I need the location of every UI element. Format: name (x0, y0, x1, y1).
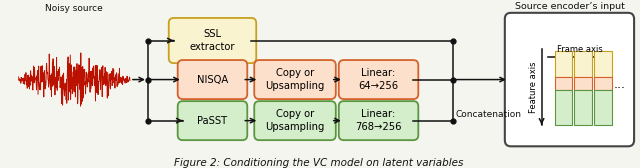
FancyBboxPatch shape (505, 13, 634, 146)
FancyBboxPatch shape (595, 51, 612, 77)
Text: NISQA: NISQA (197, 75, 228, 85)
FancyBboxPatch shape (169, 18, 256, 63)
FancyBboxPatch shape (554, 90, 572, 125)
FancyBboxPatch shape (254, 60, 336, 99)
FancyBboxPatch shape (254, 101, 336, 140)
FancyBboxPatch shape (575, 51, 593, 77)
Text: Concatenation: Concatenation (455, 110, 521, 119)
FancyBboxPatch shape (339, 101, 419, 140)
Text: Copy or
Upsampling: Copy or Upsampling (266, 109, 324, 132)
Text: Copy or
Upsampling: Copy or Upsampling (266, 68, 324, 91)
FancyBboxPatch shape (178, 60, 247, 99)
FancyBboxPatch shape (339, 60, 419, 99)
FancyBboxPatch shape (575, 90, 593, 125)
Text: Frame axis: Frame axis (557, 45, 602, 54)
Text: ...: ... (613, 78, 625, 91)
FancyBboxPatch shape (554, 51, 572, 77)
FancyBboxPatch shape (575, 77, 593, 90)
Text: PaSST: PaSST (197, 116, 228, 126)
FancyBboxPatch shape (595, 90, 612, 125)
Text: SSL
extractor: SSL extractor (189, 29, 236, 52)
Text: Linear:
768→256: Linear: 768→256 (355, 109, 402, 132)
FancyBboxPatch shape (178, 101, 247, 140)
Text: Linear:
64→256: Linear: 64→256 (358, 68, 399, 91)
FancyBboxPatch shape (554, 77, 572, 90)
Text: Source encoder’s input: Source encoder’s input (515, 2, 625, 11)
Text: Feature axis: Feature axis (529, 61, 538, 113)
Text: Figure 2: Conditioning the VC model on latent variables: Figure 2: Conditioning the VC model on l… (174, 158, 463, 168)
FancyBboxPatch shape (595, 77, 612, 90)
Text: Noisy source: Noisy source (45, 4, 103, 13)
